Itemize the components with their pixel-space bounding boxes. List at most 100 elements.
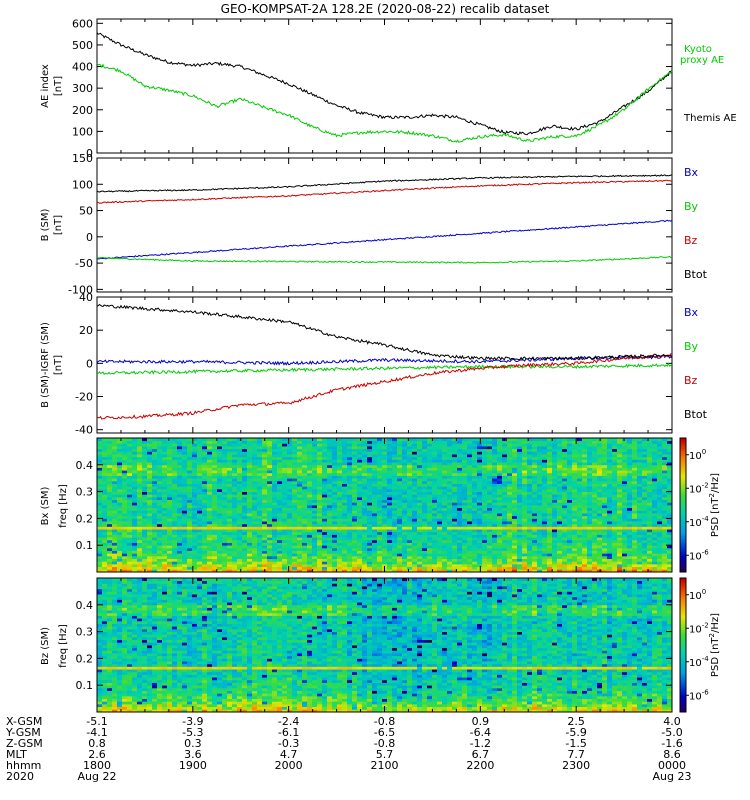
bx-spec-cell — [327, 561, 333, 565]
bx-spec-cell — [102, 513, 108, 517]
bsm-yunit: [nT] — [53, 215, 64, 235]
bx-spec-cell — [297, 446, 303, 450]
bx-spec-cell — [447, 547, 453, 551]
bx-spec-cell — [562, 531, 568, 535]
bx-spec-cell — [222, 534, 228, 538]
bx-spec-cell — [112, 563, 118, 568]
bx-spec-cell — [397, 569, 403, 573]
bsm-ytick-label: 100 — [72, 178, 93, 191]
bx-spec-cell — [357, 505, 363, 509]
bx-spec-cell — [367, 558, 373, 562]
bx-spec-cell — [207, 526, 213, 530]
bx-spec-cell — [452, 483, 458, 487]
bx-spec-cell — [417, 505, 423, 509]
bx-spec-cell — [417, 534, 423, 538]
bx-spec-cell — [512, 547, 518, 551]
bx-spec-cell — [522, 483, 528, 487]
bx-spec-cell — [237, 510, 243, 514]
bx-spec-cell — [482, 526, 488, 530]
bx-spec-cell — [402, 478, 408, 482]
bx-spec-cell — [392, 555, 398, 559]
bx-spec-cell — [127, 539, 133, 543]
bx-spec-cell — [422, 494, 428, 498]
bx-spec-cell — [277, 440, 283, 444]
bx-spec-cell — [222, 443, 228, 447]
bx-spec-cell — [347, 443, 353, 447]
bx-spec-cell — [262, 464, 268, 468]
bx-spec-cell — [537, 529, 543, 533]
bx-spec-cell — [477, 542, 483, 546]
bx-spec-cell — [317, 537, 323, 541]
bx-spec-cell — [537, 448, 543, 452]
bx-spec-cell — [277, 483, 283, 487]
bx-spec-cell — [172, 488, 178, 492]
bx-spec-cell — [507, 440, 513, 444]
bx-spec-cell — [362, 505, 368, 509]
bx-spec-cell — [477, 496, 483, 501]
bx-spec-cell — [372, 515, 378, 519]
bx-spec-cell — [562, 523, 568, 527]
bx-spec-cell — [397, 545, 403, 549]
bx-spec-cell — [372, 521, 378, 525]
bx-spec-cell — [312, 555, 318, 559]
bx-spec-cell — [227, 494, 233, 498]
bx-spec-cell — [187, 438, 193, 442]
bx-spec-cell — [132, 483, 138, 487]
bx-spec-cell — [197, 486, 203, 490]
bx-spec-cell — [157, 566, 163, 570]
bx-spec-cell — [112, 446, 118, 450]
bx-spec-cell — [117, 534, 123, 538]
bx-spec-cell — [362, 496, 368, 501]
bx-spec-cell — [427, 438, 433, 442]
bx-spec-cell — [537, 521, 543, 525]
bx-spec-cell — [437, 470, 443, 474]
bx-spec-cell — [462, 456, 468, 460]
bx-spec-cell — [552, 545, 558, 549]
bx-spec-cell — [492, 531, 498, 535]
bx-spec-cell — [247, 459, 253, 463]
bx-spec-cell — [277, 505, 283, 509]
bx-spec-cell — [247, 510, 253, 514]
bx-spec-cell — [532, 515, 538, 519]
bx-spec-cell — [302, 521, 308, 525]
bx-spec-cell — [282, 526, 288, 530]
bx-spec-cell — [442, 440, 448, 444]
bx-spec-cell — [337, 470, 343, 474]
bx-spec-cell — [192, 438, 198, 442]
bx-spec-cell — [322, 542, 328, 546]
bx-spec-cell — [412, 446, 418, 450]
bx-spec-cell — [132, 438, 138, 442]
bx-spec-cell — [482, 531, 488, 535]
bx-spec-cell — [482, 502, 488, 506]
bx-spec-cell — [237, 470, 243, 474]
bx-spec-cell — [462, 553, 468, 557]
bigrf-ylabel: B (SM)-IGRF (SM) — [40, 322, 51, 408]
bx-spec-cell — [412, 555, 418, 559]
bx-spec-cell — [352, 464, 358, 468]
bx-spec-cell — [142, 526, 148, 530]
bx-spec-cell — [492, 510, 498, 514]
bx-spec-cell — [232, 440, 238, 444]
bx-spec-cell — [567, 451, 573, 455]
bx-spec-cell — [122, 510, 128, 514]
bx-spec-cell — [212, 499, 218, 503]
bx-spec-cell — [242, 526, 248, 530]
bx-spec-cell — [532, 505, 538, 509]
bx-spec-cell — [227, 438, 233, 442]
bx-spec-cell — [407, 462, 413, 466]
bx-spec-cell — [107, 491, 113, 495]
bx-spec-cell — [207, 539, 213, 543]
bx-spec-cell — [132, 545, 138, 549]
bx-spec-cell — [402, 529, 408, 533]
bx-spec-cell — [192, 555, 198, 559]
bx-spec-cell — [152, 475, 158, 479]
bx-spec-cell — [272, 483, 278, 487]
bx-spec-cell — [202, 550, 208, 554]
bx-spec-cell — [272, 478, 278, 482]
bx-spec-cell — [317, 545, 323, 549]
bx-spec-cell — [227, 464, 233, 468]
bx-spec-cell — [507, 451, 513, 455]
bx-spec-cell — [507, 558, 513, 562]
bx-spec-cell — [392, 550, 398, 554]
bx-spec-cell — [392, 480, 398, 484]
